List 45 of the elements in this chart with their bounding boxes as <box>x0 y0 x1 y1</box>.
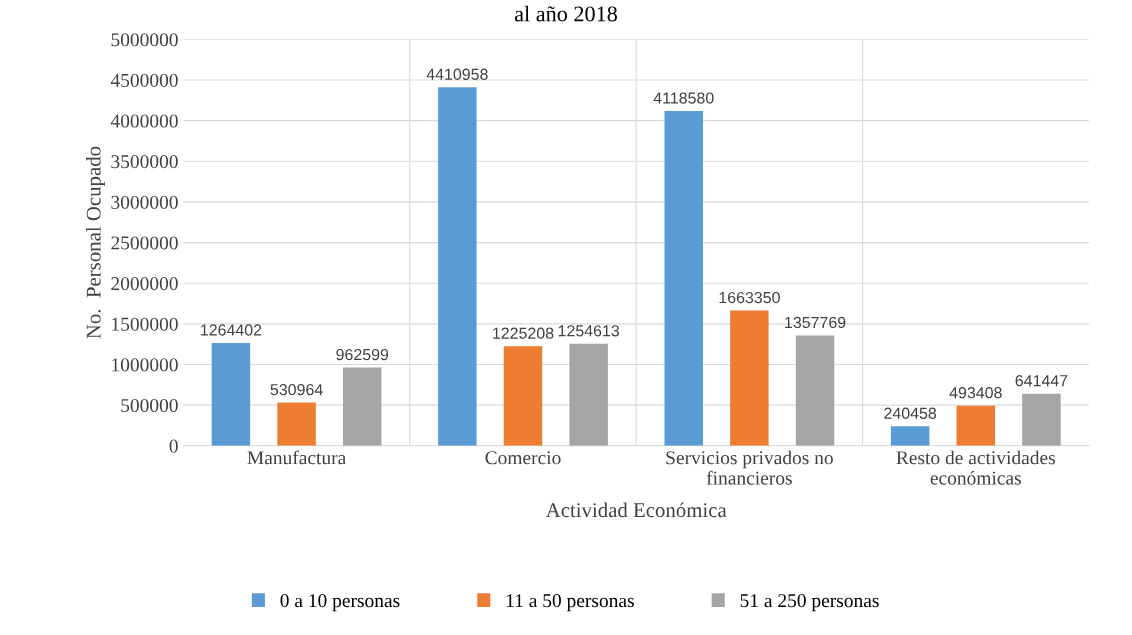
chart-title: al año 2018 <box>514 5 617 22</box>
bar <box>503 346 543 446</box>
data-label: 1357769 <box>785 316 846 329</box>
bar <box>1022 393 1061 446</box>
data-label: 4118580 <box>653 92 714 104</box>
y-tick-label: 4500000 <box>110 73 178 87</box>
bar <box>343 367 382 446</box>
bar <box>795 335 835 446</box>
legend-label: 0 a 10 personas <box>280 594 400 612</box>
data-label: 962599 <box>336 348 389 361</box>
data-label: 240458 <box>884 407 937 419</box>
legend-label: 51 a 250 personas <box>740 594 879 612</box>
y-tick-label: 2500000 <box>111 236 178 250</box>
y-tick-label: 4000000 <box>110 114 178 128</box>
legend-label: 11 a 50 personas <box>506 594 634 612</box>
data-label: 1663350 <box>719 291 780 304</box>
bar <box>664 111 703 446</box>
bar <box>956 405 996 446</box>
y-tick-label: 5000000 <box>111 33 178 47</box>
data-label: 493408 <box>949 387 1002 399</box>
y-tick-label: 500000 <box>121 398 178 413</box>
bar <box>730 310 769 446</box>
x-tick-label: Manufactura <box>247 450 346 465</box>
bar <box>569 343 608 446</box>
bar <box>890 426 930 446</box>
bar <box>277 402 316 446</box>
bar <box>211 343 251 446</box>
bar <box>438 87 477 446</box>
y-axis-title: No. Personal Ocupado <box>86 146 105 339</box>
x-axis-title: Actividad Económica <box>545 502 727 518</box>
data-label: 1225208 <box>493 327 554 339</box>
x-tick-label: Resto de actividades económicas <box>896 450 1055 485</box>
y-tick-label: 3000000 <box>111 195 178 209</box>
y-tick-label: 3500000 <box>111 155 178 169</box>
data-label: 4410958 <box>426 68 488 80</box>
x-tick-label: Servicios privados no financieros <box>666 450 833 485</box>
data-label: 1254613 <box>558 325 620 337</box>
data-label: 530964 <box>270 383 323 396</box>
y-tick-label: 2000000 <box>111 277 178 291</box>
x-tick-label: Comercio <box>485 451 561 465</box>
y-tick-label: 1500000 <box>112 317 178 331</box>
data-label: 1264402 <box>201 324 262 336</box>
data-label: 641447 <box>1015 375 1068 387</box>
y-tick-label: 0 <box>169 439 178 453</box>
y-tick-label: 1000000 <box>112 358 178 372</box>
